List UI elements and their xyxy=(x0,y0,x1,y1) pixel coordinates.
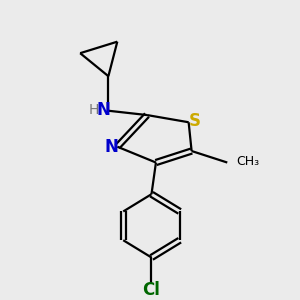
Text: Cl: Cl xyxy=(142,281,160,299)
Text: N: N xyxy=(97,101,111,119)
Text: H: H xyxy=(89,103,99,117)
Text: N: N xyxy=(104,138,118,156)
Text: CH₃: CH₃ xyxy=(236,155,259,168)
Text: S: S xyxy=(189,112,201,130)
